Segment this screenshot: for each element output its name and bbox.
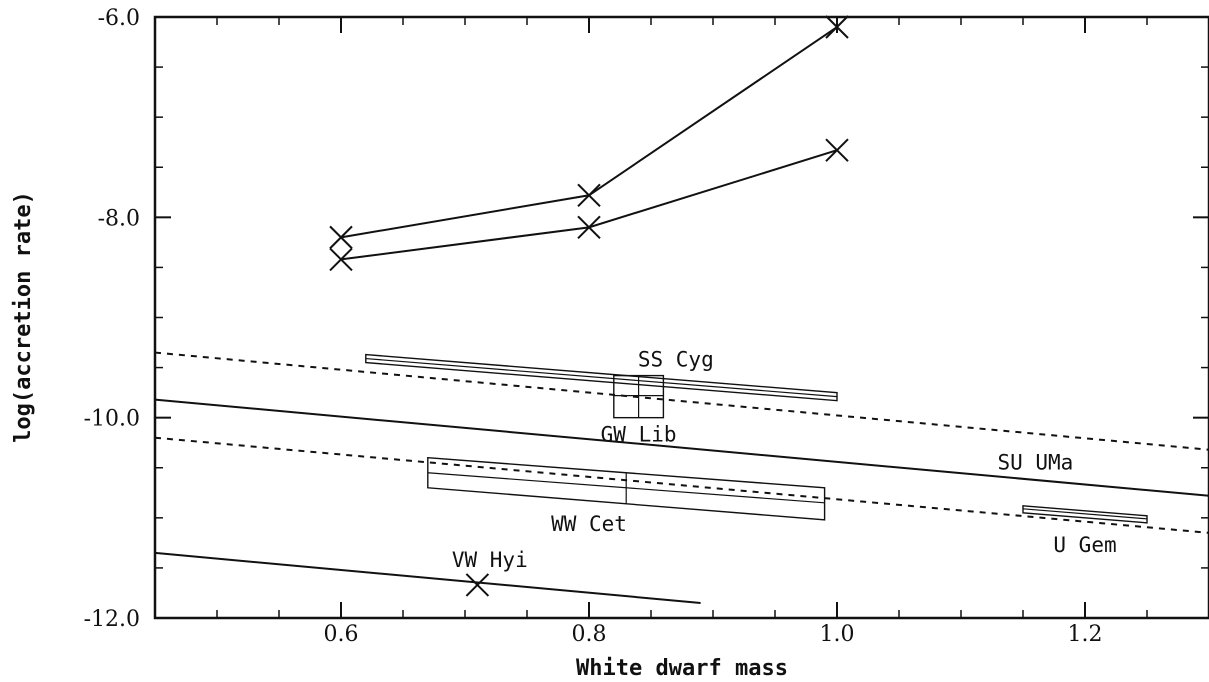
series-2-marker bbox=[577, 215, 601, 240]
region-u-gem bbox=[1022, 505, 1148, 524]
plot-frame bbox=[153, 15, 1209, 620]
label-ww-cet: WW Cet bbox=[551, 512, 627, 536]
series-1-marker bbox=[329, 225, 353, 250]
x-tick-label: 1.0 bbox=[820, 622, 855, 647]
region-ss-cyg bbox=[365, 353, 838, 402]
series-2-marker bbox=[329, 247, 353, 272]
x-tick-label: 1.2 bbox=[1068, 622, 1103, 647]
series-1-marker bbox=[577, 183, 601, 208]
label-u-gem: U Gem bbox=[1053, 533, 1116, 557]
y-tick-label: -8.0 bbox=[98, 206, 140, 231]
series-line-5 bbox=[154, 436, 1209, 534]
label-gw-lib: GW Lib bbox=[601, 423, 677, 447]
series-line-3 bbox=[154, 398, 1209, 497]
y-tick-label: -12.0 bbox=[84, 607, 140, 632]
series-line-6 bbox=[154, 551, 701, 604]
point-marker bbox=[465, 573, 490, 597]
series-line-2 bbox=[340, 149, 838, 261]
y-tick-label: -10.0 bbox=[84, 407, 140, 432]
x-tick-label: 0.6 bbox=[324, 622, 359, 647]
label-su-uma: SU UMa bbox=[997, 451, 1073, 475]
series-2-marker bbox=[825, 138, 849, 162]
label-vw-hyi: VW Hyi bbox=[452, 548, 528, 572]
region-ww-cet bbox=[427, 456, 826, 521]
region-u-gem-divider bbox=[1022, 508, 1148, 520]
series-line-4 bbox=[154, 351, 1209, 451]
label-ss-cyg: SS Cyg bbox=[638, 348, 714, 372]
series-line-1 bbox=[340, 26, 838, 239]
axis-ticks: 0.6 0.8 1.0 1.2 -12.0 -10.0 -8.0 -6.0 bbox=[84, 6, 1209, 647]
y-axis-title: log(accretion rate) bbox=[11, 191, 36, 443]
region-ss-cyg-divider bbox=[365, 357, 838, 398]
plot-area: SS Cyg GW Lib SU UMa WW Cet U Gem VW Hyi bbox=[154, 15, 1209, 604]
y-tick-label: -6.0 bbox=[98, 6, 140, 31]
axes-frame bbox=[153, 15, 1209, 620]
x-axis-title: White dwarf mass bbox=[576, 656, 788, 681]
x-tick-label: 0.8 bbox=[572, 622, 607, 647]
